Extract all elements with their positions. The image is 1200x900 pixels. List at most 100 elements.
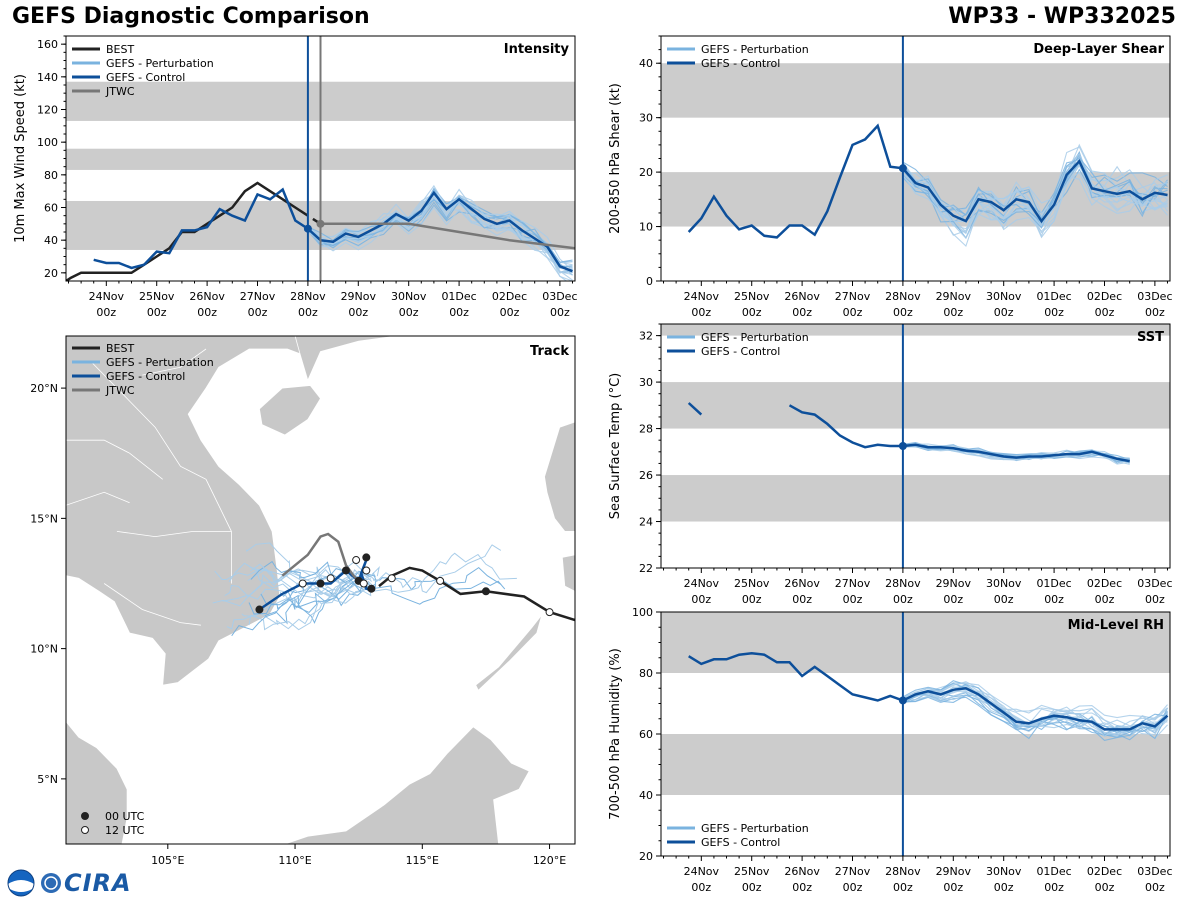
track-point-00utc [316,579,325,588]
lat-tick-label: 10°N [30,643,58,656]
threshold-band [661,382,1170,429]
x-tick-label: 00z [399,306,419,319]
admin-boundary [103,583,201,626]
x-tick-label: 26Nov [784,290,820,303]
y-tick-label: 80 [44,169,58,182]
threshold-band [661,475,1170,522]
ensemble-track [369,544,502,594]
jtwc-init-marker [316,219,325,228]
panel-title: Deep-Layer Shear [1033,42,1164,57]
x-tick-label: 26Nov [784,577,820,590]
track-point-00utc [481,587,490,596]
threshold-band [661,324,1170,336]
x-tick-label: 03Dec [542,290,577,303]
ensemble-track [247,566,365,590]
marker-legend-label: 00 UTC [105,810,145,823]
x-tick-label: 00z [298,306,318,319]
x-tick-label: 02Dec [1087,865,1122,878]
y-tick-label: 22 [639,562,653,575]
intensity-series [66,181,575,281]
lon-tick-label: 105°E [151,854,184,867]
series-line-gefs-control [93,187,573,273]
track-point-12utc [545,608,554,617]
x-tick-label: 26Nov [189,290,225,303]
legend-label: GEFS - Control [701,345,780,358]
track-point-12utc [436,576,445,585]
y-tick-label: 160 [37,38,58,51]
x-tick-label: 00z [843,593,863,606]
control-init-marker [303,224,312,233]
page-title: GEFS Diagnostic Comparison [12,4,370,29]
track-point-00utc [362,553,371,562]
x-tick-label: 00z [792,881,812,894]
x-tick-label: 00z [1145,306,1165,319]
legend-label: JTWC [105,85,135,98]
x-tick-label: 00z [1145,593,1165,606]
x-tick-label: 02Dec [1087,577,1122,590]
legend-label: GEFS - Control [701,836,780,849]
land-polygon [475,614,543,691]
x-tick-label: 30Nov [986,577,1022,590]
y-tick-label: 30 [639,112,653,125]
ensemble-member-line [902,165,1168,236]
track-point-12utc [362,566,371,575]
map-layer [66,336,575,844]
y-tick-label: 20 [639,166,653,179]
legend-label: GEFS - Perturbation [701,43,809,56]
ensemble-track [231,571,372,637]
x-tick-label: 24Nov [89,290,125,303]
admin-boundary [116,531,232,538]
x-tick-label: 00z [792,593,812,606]
sst-series [687,402,1130,465]
logo-text: CIRA [64,869,132,897]
x-tick-label: 30Nov [986,290,1022,303]
x-tick-label: 00z [348,306,368,319]
shear-series [687,123,1168,247]
lon-tick-label: 110°E [278,854,311,867]
x-tick-label: 00z [843,881,863,894]
land-polygon [561,554,575,592]
ensemble-track [279,570,376,624]
panel-title: Mid-Level RH [1068,618,1164,633]
x-tick-label: 29Nov [341,290,377,303]
y-tick-label: 28 [639,423,653,436]
x-tick-label: 00z [691,881,711,894]
lat-tick-label: 15°N [30,512,58,525]
x-tick-label: 00z [147,306,167,319]
marker-legend-label: 12 UTC [105,824,145,837]
series-line-gefs-control [687,123,1168,239]
noaa-logo-icon [7,869,35,897]
y-tick-label: 32 [639,330,653,343]
land-polygon [544,421,575,532]
x-tick-label: 30Nov [391,290,427,303]
shear-panel: 0 10 20 30 40 24Nov 00z 25Nov 00z 26Nov 00z 27Nov 00… [608,35,1173,319]
x-tick-label: 00z [742,306,762,319]
control-init-marker [898,442,907,450]
y-tick-label: 140 [37,71,58,84]
panel-title: Track [530,344,569,359]
lat-tick-label: 20°N [30,382,58,395]
track-frame [65,335,576,845]
x-tick-label: 25Nov [734,577,770,590]
cira-logo: CIRA [6,868,132,898]
x-tick-label: 00z [943,881,963,894]
legend-label: BEST [106,342,134,355]
admin-boundary [66,491,130,506]
x-tick-label: 00z [994,306,1014,319]
x-tick-label: 01Dec [1036,577,1071,590]
x-tick-label: 00z [943,593,963,606]
y-tick-label: 26 [639,469,653,482]
track-point-00utc [341,566,350,575]
y-tick-label: 60 [639,728,653,741]
ensemble-track [214,568,372,595]
legend-label: GEFS - Perturbation [106,356,214,369]
series-line-jtwc [320,222,575,250]
y-axis-label: 700-500 hPa Humidity (%) [608,648,623,820]
y-tick-label: 100 [37,136,58,149]
track-jtwc [281,532,363,585]
series-line-gefs-control [788,404,1130,463]
land-polygon [258,385,321,436]
x-tick-label: 26Nov [784,865,820,878]
x-tick-label: 00z [500,306,520,319]
rh-panel: 20 40 60 80 100 24Nov 00z 25Nov 00z 26Nov 00z 27Nov… [608,606,1173,894]
